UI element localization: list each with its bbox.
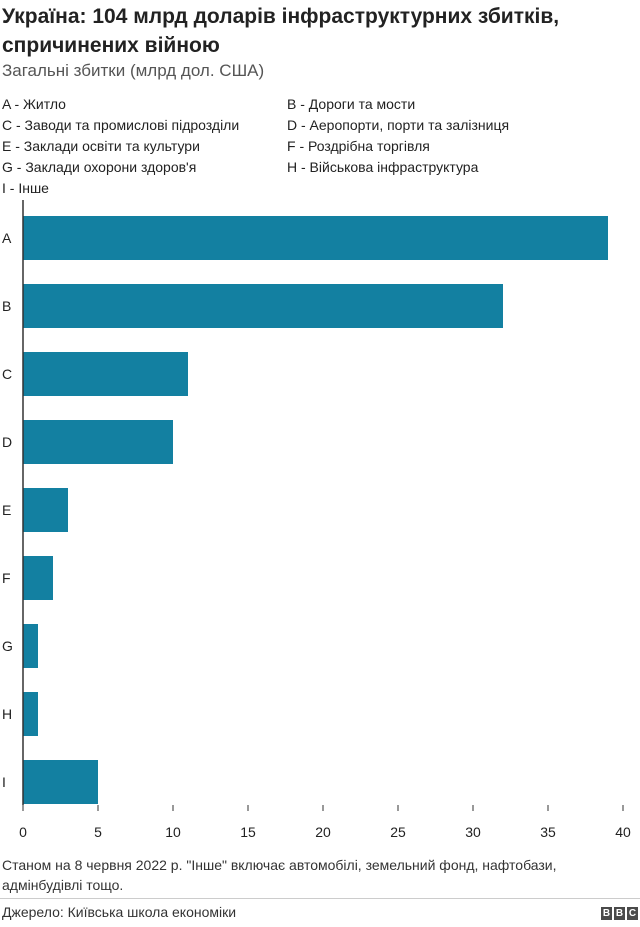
bbc-logo-letter: B <box>614 907 625 920</box>
bar <box>23 488 68 532</box>
bar <box>23 284 503 328</box>
chart-note: Станом на 8 червня 2022 р. "Інше" включа… <box>2 857 557 893</box>
category-label: E <box>2 502 11 518</box>
category-label: H <box>2 706 12 722</box>
chart-subtitle: Загальні збитки (млрд дол. США) <box>2 61 265 80</box>
x-tick-label: 20 <box>315 824 331 840</box>
source-text: Джерело: Київська школа економіки <box>2 904 237 920</box>
bar <box>23 420 173 464</box>
category-label: B <box>2 298 11 314</box>
x-tick-label: 25 <box>390 824 406 840</box>
x-tick-label: 35 <box>540 824 556 840</box>
x-tick-label: 5 <box>94 824 102 840</box>
legend-item-i: I - Інше <box>2 180 49 196</box>
legend-item-h: H - Військова інфраструктура <box>287 159 479 175</box>
legend-item-c: C - Заводи та промислові підрозділи <box>2 117 240 133</box>
bar <box>23 760 98 804</box>
legend-item-g: G - Заклади охорони здоров'я <box>2 159 197 175</box>
bbc-logo-letter: B <box>601 907 612 920</box>
category-label: D <box>2 434 12 450</box>
bbc-logo-letter: C <box>627 907 638 920</box>
bar <box>23 692 38 736</box>
bar <box>23 556 53 600</box>
category-label: A <box>2 230 12 246</box>
category-label: F <box>2 570 11 586</box>
x-tick-label: 10 <box>165 824 181 840</box>
legend-item-a: A - Житло <box>2 96 66 112</box>
legend-item-f: F - Роздрібна торгівля <box>287 138 430 154</box>
bar <box>23 216 608 260</box>
x-tick-label: 30 <box>465 824 481 840</box>
bar <box>23 352 188 396</box>
legend-item-b: B - Дороги та мости <box>287 96 416 112</box>
category-label: G <box>2 638 13 654</box>
x-tick-label: 15 <box>240 824 256 840</box>
legend-item-d: D - Аеропорти, порти та залізниця <box>287 117 510 133</box>
category-label: I <box>2 774 6 790</box>
bar-chart: A B C D E F G H I 0 5 10 15 20 25 30 35 40 <box>2 200 631 840</box>
x-tick-label: 40 <box>615 824 631 840</box>
bbc-logo: B B C <box>601 907 638 920</box>
chart-title: Україна: 104 млрд доларів інфраструктурн… <box>2 5 560 57</box>
footer-divider <box>0 898 640 899</box>
x-tick-label: 0 <box>19 824 27 840</box>
legend-item-e: E - Заклади освіти та культури <box>2 138 200 154</box>
category-label: C <box>2 366 12 382</box>
bar <box>23 624 38 668</box>
